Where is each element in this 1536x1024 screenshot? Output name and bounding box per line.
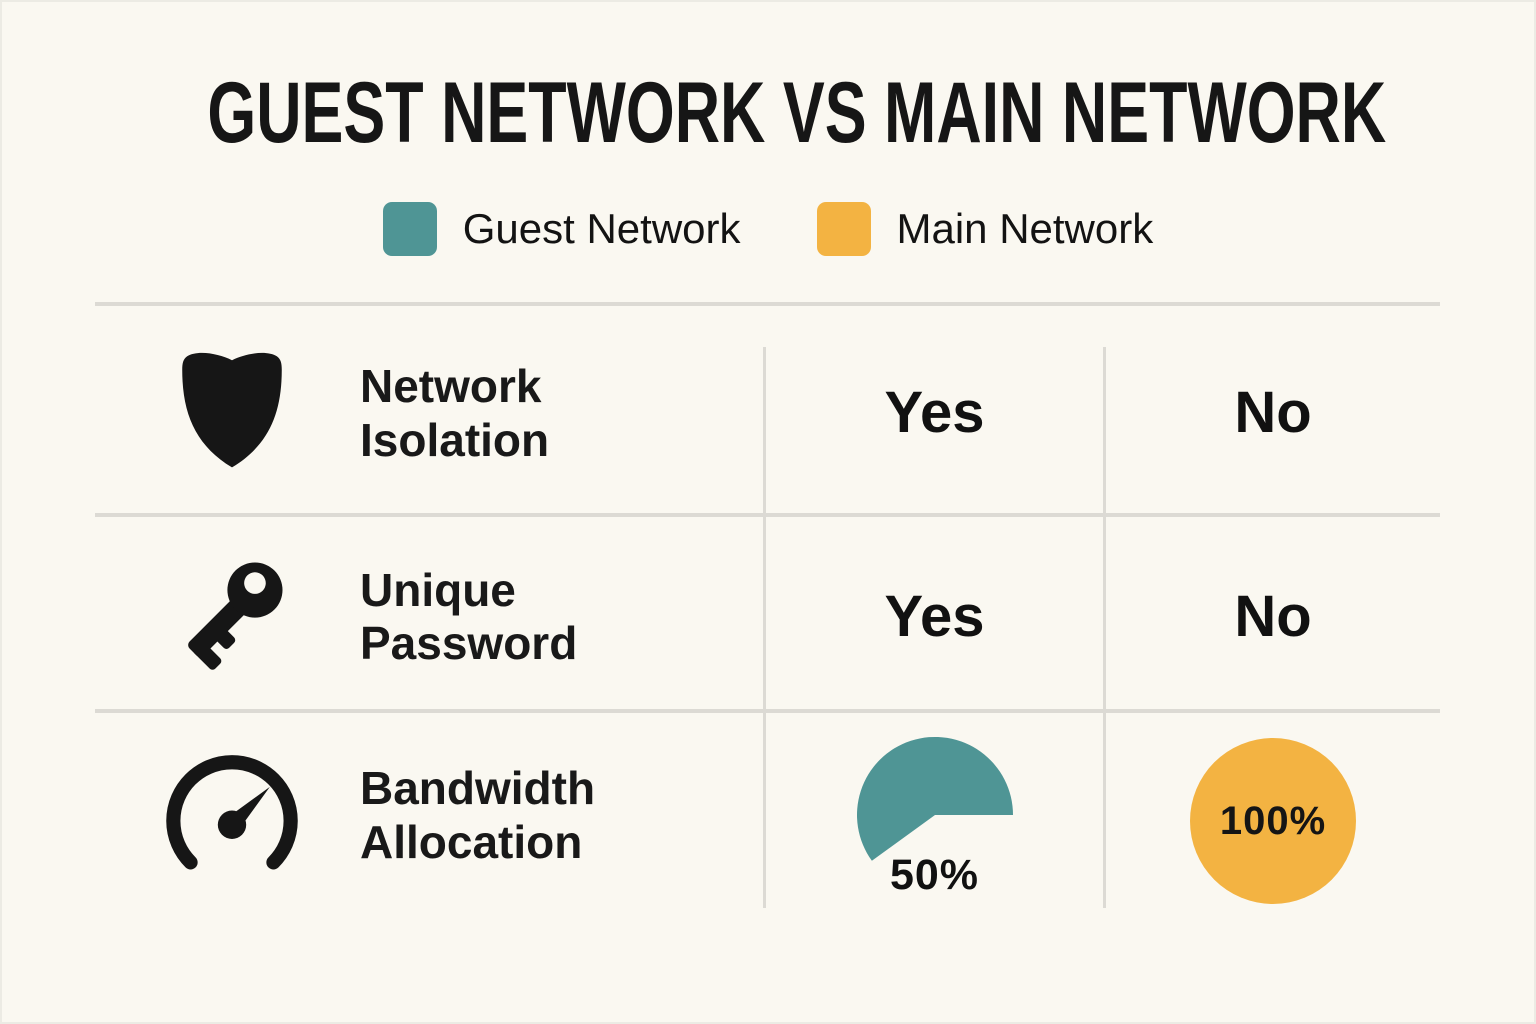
shield-icon (182, 352, 282, 467)
guest-unique-password-value: Yes (884, 583, 985, 649)
divider-horizontal-middle (95, 513, 1440, 517)
divider-horizontal-bottom (95, 709, 1440, 713)
table-row-unique-password: Unique Password Yes No (0, 517, 1536, 709)
legend: Guest Network Main Network (0, 202, 1536, 256)
guest-network-swatch (382, 202, 437, 256)
table-row-network-isolation: Network Isolation Yes No (0, 306, 1536, 513)
feature-label-unique-password: Unique Password (360, 563, 578, 669)
legend-item-main: Main Network (816, 202, 1154, 256)
key-icon (188, 562, 283, 670)
guest-bandwidth-pie-slice (856, 736, 1013, 861)
divider-vertical-right (1103, 347, 1106, 908)
main-unique-password-value: No (1234, 583, 1312, 649)
table-row-bandwidth-allocation: Bandwidth Allocation 50% 100% (0, 713, 1536, 910)
page-title: GUEST NETWORK VS MAIN NETWORK (207, 65, 1387, 161)
main-network-swatch (816, 202, 871, 256)
guest-bandwidth-value: 50% (889, 851, 980, 899)
divider-horizontal-top (95, 302, 1440, 306)
legend-item-guest: Guest Network (382, 202, 741, 256)
legend-label-guest: Guest Network (462, 205, 741, 252)
feature-label-network-isolation: Network Isolation (360, 360, 550, 466)
main-bandwidth-circle: 100% (1190, 738, 1356, 904)
guest-network-isolation-value: Yes (884, 380, 985, 445)
gauge-icon (166, 755, 298, 870)
main-bandwidth-value: 100% (1219, 798, 1327, 843)
divider-vertical-left (763, 347, 766, 908)
legend-label-main: Main Network (896, 205, 1154, 252)
feature-label-bandwidth-allocation: Bandwidth Allocation (360, 762, 596, 868)
guest-bandwidth-pie (856, 736, 1013, 861)
main-network-isolation-value: No (1234, 380, 1312, 445)
